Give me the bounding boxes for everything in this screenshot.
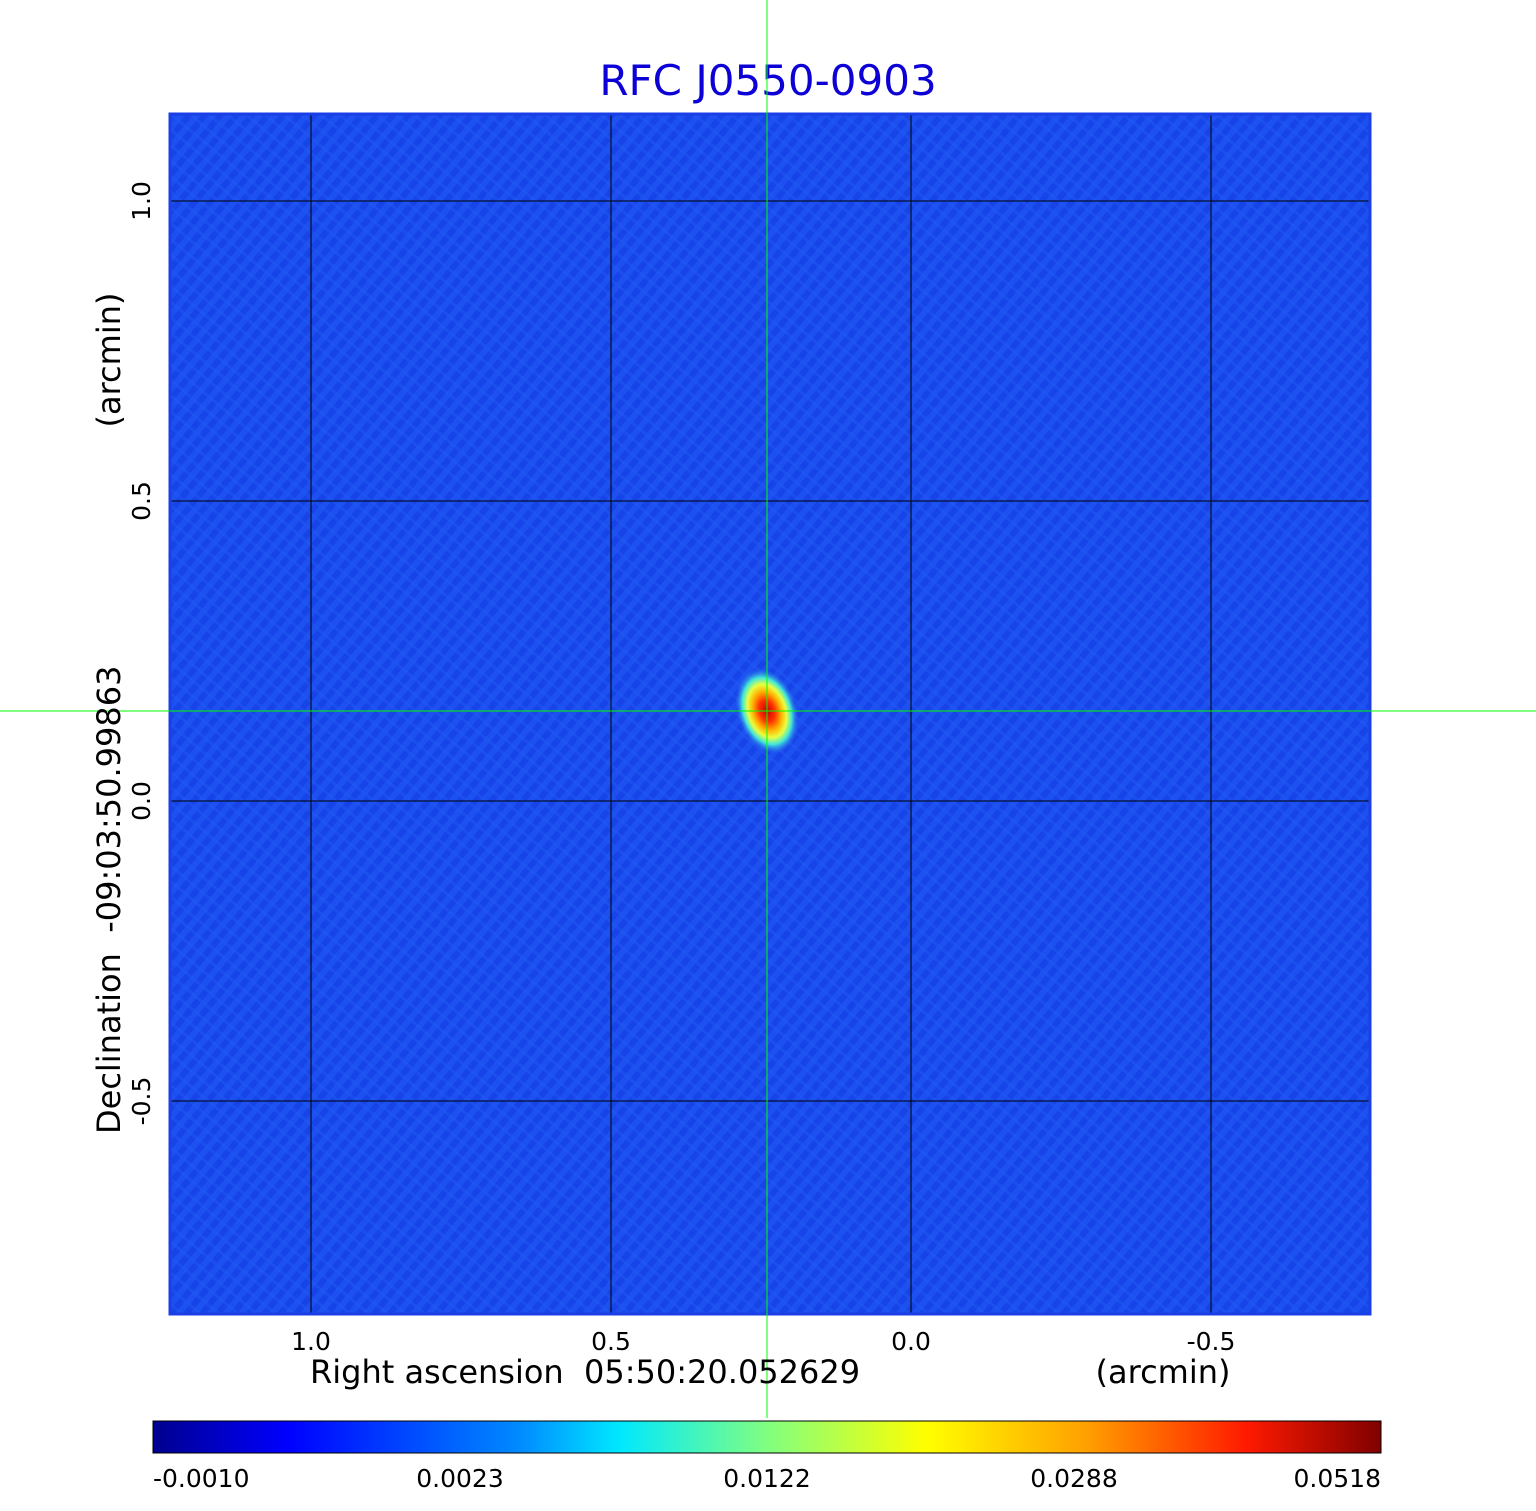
grid-lines: [170, 114, 1370, 1314]
x-tick-label: 0.5: [591, 1327, 631, 1356]
y-tick-label: 0.0: [127, 781, 156, 821]
x-tick-label: 1.0: [291, 1327, 331, 1356]
chart-title: RFC J0550-0903: [599, 56, 936, 105]
colorbar-tick-label: 0.0122: [723, 1464, 810, 1493]
y-tick-label: 1.0: [127, 181, 156, 221]
y-axis-label: Declination -09:03:50.99863: [90, 666, 128, 1134]
crosshair: [0, 0, 1536, 1418]
y-tick-label: 0.5: [127, 481, 156, 521]
colorbar: [152, 1420, 1382, 1454]
x-tick-labels: 1.0 0.5 0.0 -0.5: [291, 1327, 1235, 1356]
x-tick-label: -0.5: [1187, 1327, 1236, 1356]
plot-area: [170, 114, 1370, 1314]
y-tick-label: -0.5: [127, 1077, 156, 1126]
y-axis-unit: (arcmin): [90, 293, 128, 428]
colorbar-tick-label: 0.0518: [1294, 1464, 1381, 1493]
y-tick-labels: 1.0 0.5 0.0 -0.5: [127, 181, 156, 1125]
x-tick-label: 0.0: [891, 1327, 931, 1356]
x-axis-label: Right ascension 05:50:20.052629: [310, 1353, 860, 1391]
colorbar-tick-label: -0.0010: [153, 1464, 250, 1493]
colorbar-tick-label: 0.0288: [1030, 1464, 1117, 1493]
colorbar-tick-labels: -0.0010 0.0023 0.0122 0.0288 0.0518: [153, 1464, 1381, 1493]
colorbar-tick-label: 0.0023: [416, 1464, 503, 1493]
x-axis-unit: (arcmin): [1096, 1353, 1231, 1391]
plot-frame: [168, 112, 1372, 1316]
